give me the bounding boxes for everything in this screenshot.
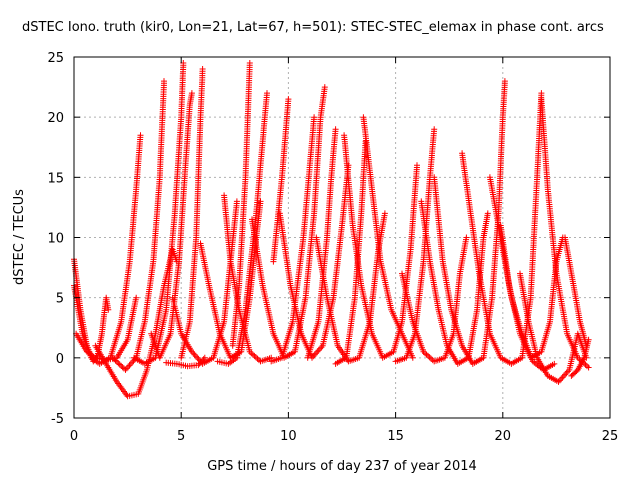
y-axis-label: dSTEC / TECUs [12, 189, 27, 285]
data-points [71, 60, 592, 400]
x-axis-label: GPS time / hours of day 237 of year 2014 [207, 459, 477, 474]
y-tick-label: 5 [56, 292, 64, 307]
data-series [229, 60, 253, 349]
data-series [148, 90, 195, 361]
data-point-markers [360, 114, 416, 361]
data-point-markers [399, 234, 470, 365]
data-point-markers [197, 198, 264, 361]
y-tick-label: 10 [47, 232, 64, 247]
data-series [360, 114, 416, 361]
data-series [341, 132, 420, 361]
data-series [497, 222, 566, 361]
y-tick-label: 15 [47, 171, 64, 186]
x-tick-label: 25 [602, 429, 619, 444]
data-point-markers [562, 234, 590, 349]
data-series [399, 234, 470, 365]
data-point-markers [221, 192, 275, 365]
data-series [197, 198, 264, 361]
y-tick-label: 25 [47, 51, 64, 66]
data-series [431, 78, 508, 367]
data-point-markers [497, 222, 566, 361]
chart-title: dSTEC Iono. truth (kir0, Lon=21, Lat=67,… [22, 20, 604, 35]
data-series [221, 192, 275, 365]
data-point-markers [568, 336, 592, 379]
data-series [270, 96, 292, 265]
data-point-markers [229, 60, 253, 349]
data-series [562, 234, 590, 349]
data-series [268, 114, 318, 365]
x-tick-label: 20 [495, 429, 512, 444]
data-point-markers [270, 96, 292, 265]
y-tick-label: -5 [51, 412, 64, 427]
data-series [178, 66, 206, 361]
y-tick-label: 0 [56, 352, 64, 367]
data-series [538, 96, 592, 371]
data-point-markers [538, 96, 592, 371]
data-point-markers [268, 114, 318, 365]
data-series [568, 336, 592, 379]
x-tick-label: 15 [387, 429, 404, 444]
x-tick-label: 0 [70, 429, 78, 444]
data-point-markers [148, 90, 195, 361]
y-tick-label: 20 [47, 111, 64, 126]
data-point-markers [178, 66, 206, 361]
x-tick-label: 10 [280, 429, 297, 444]
data-point-markers [431, 78, 508, 367]
x-tick-label: 5 [177, 429, 185, 444]
data-point-markers [341, 132, 420, 361]
axis-ticks: 0 5 10 15 20 25 -5 0 5 10 15 20 25 [47, 51, 618, 444]
data-point-markers [332, 138, 369, 367]
data-series [332, 138, 369, 367]
